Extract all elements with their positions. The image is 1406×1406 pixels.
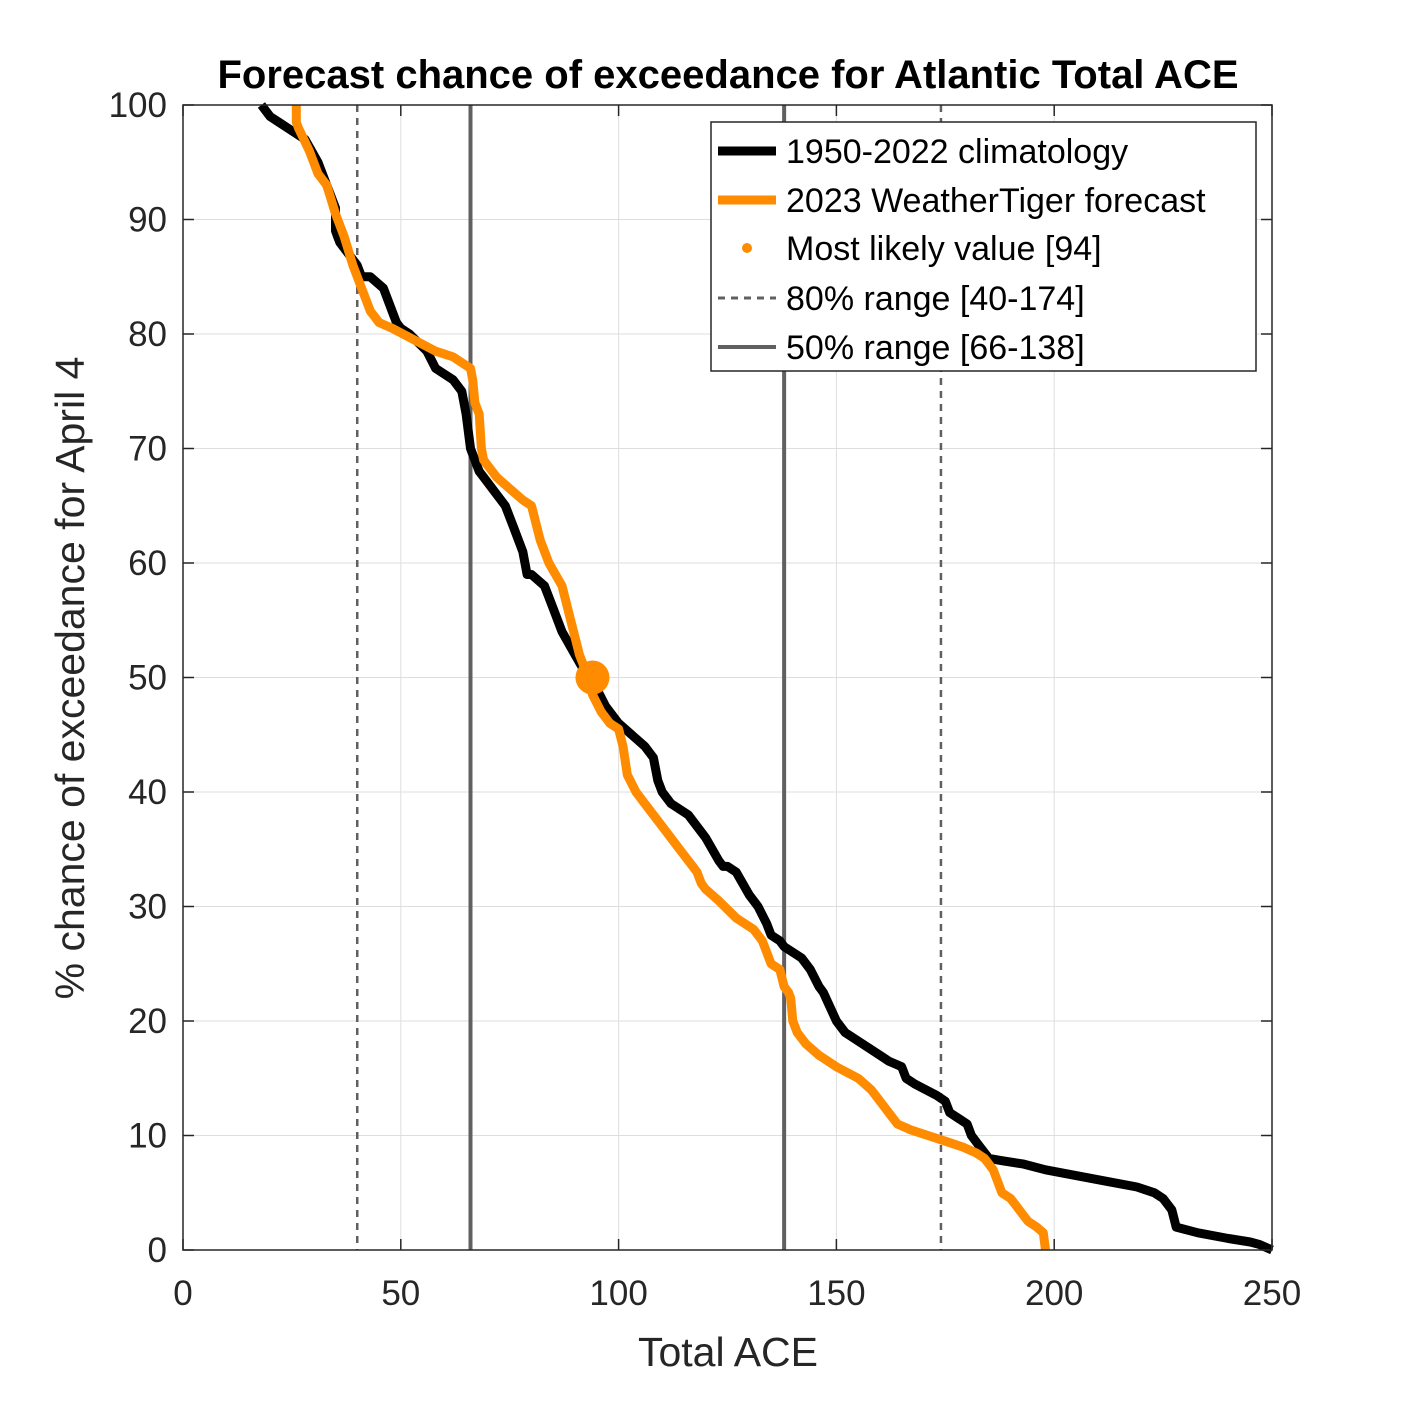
x-tick-label: 100 <box>589 1274 647 1313</box>
y-tick-label: 80 <box>128 315 167 354</box>
climatology-line <box>257 102 1274 1255</box>
x-tick-label: 200 <box>1025 1274 1083 1313</box>
forecast-line <box>291 105 1050 1251</box>
legend-50-range-label: 50% range [66-138] <box>786 329 1085 367</box>
x-tick-label: 150 <box>807 1274 865 1313</box>
x-tick-label: 50 <box>381 1274 420 1313</box>
legend-forecast-label: 2023 WeatherTiger forecast <box>786 182 1206 220</box>
y-axis-label: % chance of exceedance for April 4 <box>47 357 93 1000</box>
most-likely-marker <box>575 660 610 695</box>
y-tick-label: 100 <box>109 86 167 125</box>
series-lines <box>257 102 1274 1255</box>
legend-box <box>710 121 1257 372</box>
y-tick-label: 0 <box>148 1231 167 1270</box>
y-tick-label: 70 <box>128 430 167 469</box>
y-tick-label: 40 <box>128 773 167 812</box>
y-tick-label: 60 <box>128 544 167 583</box>
legend-80-range-label: 80% range [40-174] <box>786 280 1085 318</box>
legend: 1950-2022 climatology 2023 WeatherTiger … <box>710 121 1257 372</box>
x-tick-label: 250 <box>1243 1274 1301 1313</box>
chart-title: Forecast chance of exceedance for Atlant… <box>217 53 1238 97</box>
y-tick-label: 30 <box>128 888 167 927</box>
axis-ticks: 0 50 100 150 200 250 0 10 20 30 40 50 60 70 80 90 100 <box>109 86 1302 1313</box>
y-tick-label: 20 <box>128 1002 167 1041</box>
x-axis-label: Total ACE <box>638 1329 818 1375</box>
x-tick-label: 0 <box>173 1274 192 1313</box>
legend-most-likely-label: Most likely value [94] <box>786 230 1102 268</box>
legend-climatology-label: 1950-2022 climatology <box>786 133 1128 171</box>
y-tick-label: 10 <box>128 1117 167 1156</box>
y-tick-label: 50 <box>128 659 167 698</box>
legend-most-likely-marker <box>742 243 752 253</box>
y-tick-label: 90 <box>128 201 167 240</box>
